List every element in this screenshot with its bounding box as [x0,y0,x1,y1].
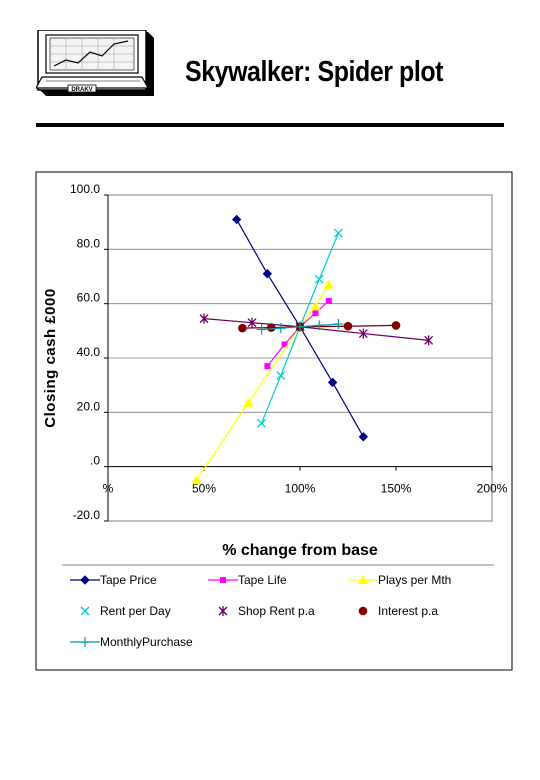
legend-entry: Shop Rent p.a [218,604,315,618]
legend-entry: Tape Price [70,573,157,587]
legend-label: Plays per Mth [378,573,451,587]
legend-marker [358,575,368,584]
data-point [327,377,338,388]
company-logo: DRAKV [36,30,154,96]
x-tick-label: 50% [192,482,216,496]
legend-marker [218,606,228,616]
legend-label: Shop Rent p.a [238,604,315,618]
legend: Tape Price Tape Life Plays per Mth Rent per… [70,573,451,649]
data-point [191,475,202,485]
legend-marker [358,606,368,616]
y-tick-label: 40.0 [77,345,101,359]
legend-entry: Rent per Day [80,604,171,618]
data-point [325,297,332,304]
x-tick-label: 200% [477,482,508,496]
legend-entry: Tape Life [208,573,287,587]
legend-entry: MonthlyPurchase [70,635,193,649]
data-point [310,301,321,311]
data-point [231,214,242,225]
series-monthlypurchase [256,319,344,335]
page-title: Skywalker: Spider plot [185,56,444,88]
legend-entry: Interest p.a [358,604,438,618]
legend-label: Interest p.a [378,604,438,618]
data-point [262,269,273,279]
title-divider [36,123,504,127]
data-point [391,321,401,330]
y-tick-label: 20.0 [77,399,101,413]
y-axis-title: Closing cash £000 [42,288,59,427]
legend-label: Rent per Day [100,604,171,618]
x-tick-label: 150% [381,482,412,496]
data-point [358,432,369,442]
data-point [266,323,276,332]
data-series [191,214,434,485]
data-point [333,228,343,238]
y-tick-label: .0 [90,454,100,468]
y-tick-label: 100.0 [70,182,100,196]
data-point [312,310,319,317]
y-tick-label: 80.0 [77,236,101,250]
x-tick-label: 100% [285,482,316,496]
legend-marker [80,606,90,616]
legend-label: Tape Price [100,573,157,587]
data-point [243,397,254,407]
data-point [281,341,288,348]
axes: 100.0 80.0 60.0 40.0 20.0 .0 -20.0% 50% 100% 150%… [70,182,508,522]
data-point [247,317,257,328]
data-point [295,321,305,332]
data-point [256,324,267,335]
legend-label: MonthlyPurchase [100,635,193,649]
data-point [323,279,334,289]
data-point [424,335,434,346]
data-point [276,371,286,381]
data-point [343,321,353,331]
data-point [257,418,267,428]
legend-entry: Plays per Mth [348,573,451,587]
legend-marker [80,637,90,647]
y-tick-label: 60.0 [77,291,101,305]
gridlines [108,248,492,413]
data-point [358,328,368,339]
data-point [275,323,286,334]
x-axis-title: % change from base [222,542,378,559]
y-tick-label: -20.0 [73,508,101,522]
logo-text: DRAKV [71,87,92,93]
x-tick-label: % [103,482,114,496]
data-point [199,313,209,324]
data-point [264,363,271,370]
data-point [238,323,247,333]
data-point [314,274,324,284]
data-point [333,319,344,330]
legend-marker [80,575,90,585]
data-point [314,320,325,331]
legend-marker [220,577,226,583]
legend-label: Tape Life [238,573,287,587]
